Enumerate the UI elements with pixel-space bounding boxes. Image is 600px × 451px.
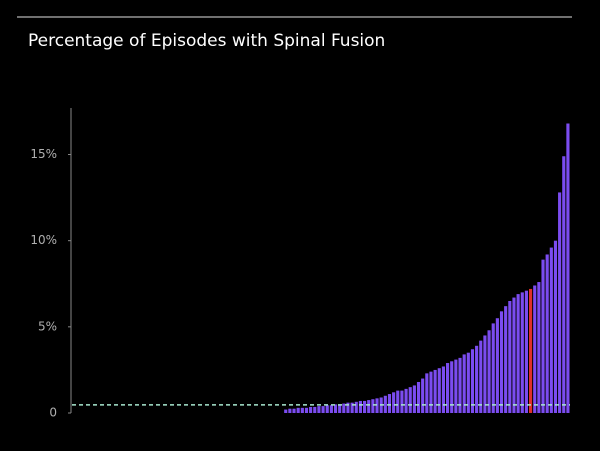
bar (562, 156, 566, 413)
bar (512, 297, 516, 413)
bar (358, 400, 363, 413)
bar (387, 394, 392, 413)
bar (392, 392, 396, 413)
y-tick-label: 5% (38, 319, 57, 333)
bar (284, 409, 288, 413)
bar (433, 369, 437, 413)
bar (541, 259, 545, 413)
bar (491, 323, 495, 413)
bar (362, 400, 367, 413)
bar (508, 300, 512, 413)
bar (313, 406, 317, 413)
bar (300, 407, 304, 413)
y-tick-label: 10% (30, 233, 57, 247)
bar (437, 368, 441, 413)
bar (350, 402, 354, 413)
bar (537, 282, 541, 413)
bar (454, 359, 458, 413)
bar (475, 345, 479, 413)
bar (404, 388, 408, 413)
bar (296, 407, 300, 413)
bar (342, 403, 346, 413)
bar (288, 408, 292, 413)
bar (346, 402, 350, 413)
bar (487, 330, 491, 413)
bar (516, 294, 520, 413)
bar (462, 354, 466, 413)
chart-title: Percentage of Episodes with Spinal Fusio… (28, 31, 385, 51)
bar (549, 247, 553, 413)
bar (412, 385, 416, 413)
bar (495, 318, 499, 413)
bar (396, 390, 400, 413)
bar (441, 366, 446, 413)
bar (499, 311, 504, 413)
bar (545, 254, 549, 413)
bar (292, 408, 296, 413)
bar (304, 407, 309, 413)
y-tick-label: 15% (30, 147, 57, 161)
bar (321, 406, 325, 413)
bar (520, 292, 524, 413)
bar (400, 390, 404, 413)
bar (470, 349, 475, 413)
bar (553, 240, 558, 413)
bar (338, 404, 342, 413)
bar (425, 373, 429, 413)
bar (483, 335, 487, 413)
bar (421, 378, 425, 413)
bar (566, 123, 570, 413)
bar (375, 398, 379, 413)
bar (325, 405, 329, 413)
y-tick-label: 0 (49, 406, 57, 420)
bar (309, 406, 313, 413)
bar (458, 357, 462, 413)
bar (528, 288, 533, 413)
bar (533, 285, 537, 413)
bar (558, 192, 562, 413)
bar (466, 352, 470, 413)
bar (367, 400, 371, 413)
bar (445, 363, 450, 413)
bar (504, 306, 508, 413)
bar (450, 361, 454, 413)
bar (317, 406, 321, 413)
bar (429, 371, 433, 413)
bar (524, 290, 529, 413)
bar (383, 395, 387, 413)
bar (416, 381, 421, 413)
bar (333, 404, 338, 413)
bar (329, 405, 333, 413)
bar (354, 401, 358, 413)
bar (371, 399, 375, 413)
bar (479, 340, 483, 413)
bar (408, 387, 412, 413)
